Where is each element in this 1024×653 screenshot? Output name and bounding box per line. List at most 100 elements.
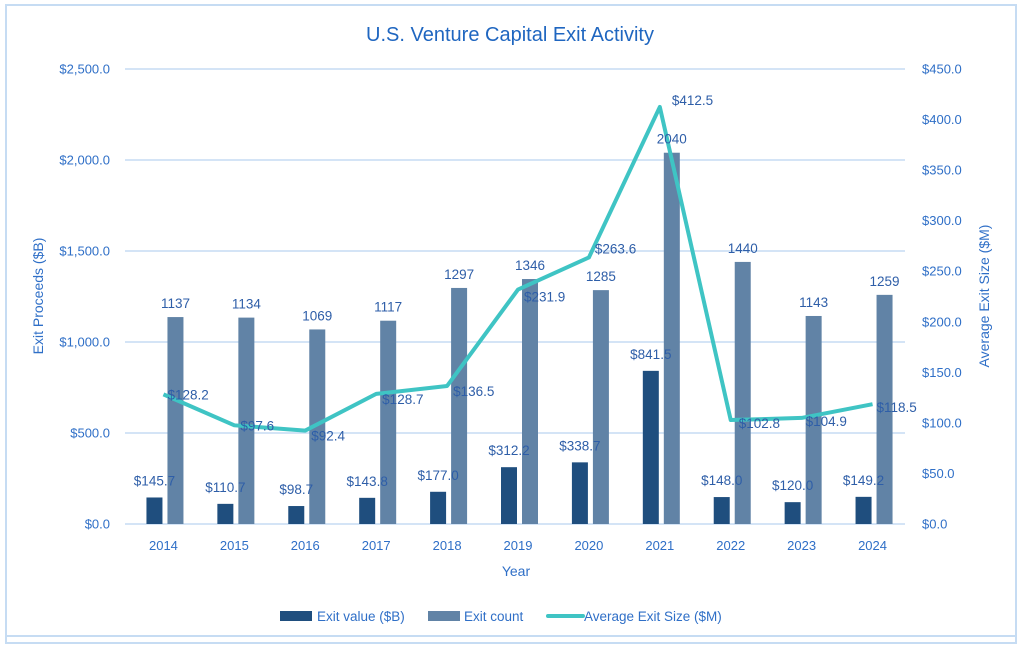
label-avg-exit-size: $102.8 xyxy=(739,416,780,431)
bar-exit-value xyxy=(855,496,872,524)
bar-exit-value xyxy=(784,502,801,524)
label-exit-value: $110.7 xyxy=(205,480,245,495)
bar-exit-value xyxy=(217,503,234,524)
y-tick-label: $0.0 xyxy=(85,517,110,532)
label-exit-value: $145.7 xyxy=(134,473,175,488)
y2-tick-label: $350.0 xyxy=(922,163,962,178)
label-avg-exit-size: $263.6 xyxy=(595,241,636,256)
label-exit-count: 1440 xyxy=(728,241,758,256)
bar-exit-value xyxy=(713,497,730,524)
x-tick-label: 2020 xyxy=(574,538,603,553)
y2-tick-label: $0.0 xyxy=(922,517,947,532)
label-exit-count: 1143 xyxy=(799,295,828,310)
bar-exit-count xyxy=(592,290,609,524)
y-tick-label: $1,000.0 xyxy=(59,335,110,350)
label-exit-value: $338.7 xyxy=(559,438,600,453)
x-tick-label: 2018 xyxy=(433,538,462,553)
legend: Exit value ($B) Exit count Average Exit … xyxy=(280,609,722,624)
label-exit-value: $312.2 xyxy=(488,443,529,458)
label-avg-exit-size: $92.4 xyxy=(311,429,345,444)
bar-exit-count xyxy=(309,329,326,524)
chart-title: U.S. Venture Capital Exit Activity xyxy=(366,24,654,46)
bar-exit-value xyxy=(146,497,163,524)
label-avg-exit-size: $412.5 xyxy=(672,93,713,108)
x-tick-label: 2022 xyxy=(716,538,745,553)
bar-exit-value xyxy=(501,467,517,524)
left-axis-ticks: $0.0 $500.0 $1,000.0 $1,500.0 $2,000.0 $2,500… xyxy=(59,62,110,532)
x-tick-label: 2017 xyxy=(362,538,391,553)
label-exit-value: $149.2 xyxy=(843,473,884,488)
bar-exit-value xyxy=(642,370,659,524)
bar-exit-count xyxy=(380,320,397,524)
label-exit-count: 1137 xyxy=(161,296,190,311)
label-exit-count: 1259 xyxy=(870,274,900,289)
x-axis-label: Year xyxy=(502,563,531,579)
bar-exit-count xyxy=(238,317,255,524)
y2-tick-label: $200.0 xyxy=(922,314,962,329)
label-avg-exit-size: $104.9 xyxy=(806,414,847,429)
y-tick-label: $500.0 xyxy=(70,426,110,441)
y2-tick-label: $150.0 xyxy=(922,365,962,380)
x-tick-label: 2019 xyxy=(504,538,533,553)
x-tick-label: 2016 xyxy=(291,538,320,553)
label-exit-count: 1346 xyxy=(515,258,545,273)
label-exit-value: $177.0 xyxy=(417,468,458,483)
bar-exit-value xyxy=(571,462,588,524)
x-tick-label: 2014 xyxy=(149,538,178,553)
y-tick-label: $2,000.0 xyxy=(59,153,110,168)
label-avg-exit-size: $128.2 xyxy=(167,387,208,402)
bar-exit-count xyxy=(167,317,184,524)
label-avg-exit-size: $136.5 xyxy=(453,384,494,399)
x-tick-label: 2024 xyxy=(858,538,887,553)
label-exit-count: 1297 xyxy=(444,267,474,282)
y2-tick-label: $450.0 xyxy=(922,62,962,77)
gridlines xyxy=(125,68,905,525)
y2-tick-label: $50.0 xyxy=(922,466,955,481)
label-exit-value: $148.0 xyxy=(701,473,742,488)
label-exit-count: 1069 xyxy=(302,308,332,323)
y2-tick-label: $100.0 xyxy=(922,415,962,430)
bar-exit-count xyxy=(663,152,680,524)
label-exit-count: 1285 xyxy=(586,269,616,284)
legend-swatch-exit-value xyxy=(280,611,312,621)
x-tick-label: 2023 xyxy=(787,538,816,553)
legend-label-exit-value: Exit value ($B) xyxy=(317,609,405,624)
y-axis-label: Exit Proceeds ($B) xyxy=(30,238,46,355)
bar-exit-count xyxy=(805,315,822,524)
y2-tick-label: $300.0 xyxy=(922,213,962,228)
x-tick-label: 2015 xyxy=(220,538,249,553)
y-tick-label: $1,500.0 xyxy=(59,244,110,259)
label-exit-value: $841.5 xyxy=(630,347,671,362)
bar-exit-count xyxy=(522,279,538,524)
bars xyxy=(146,152,893,524)
x-axis-ticks: 2014 2015 2016 2017 2018 2019 2020 2021 2022 2023… xyxy=(149,538,887,553)
label-avg-exit-size: $128.7 xyxy=(382,392,423,407)
bar-exit-count xyxy=(876,294,893,524)
y-tick-label: $2,500.0 xyxy=(59,62,110,77)
legend-swatch-exit-count xyxy=(428,611,460,621)
data-labels: $145.7 1137 $128.2 $110.7 1134 $97.6 $98.7 1069… xyxy=(134,93,917,497)
label-exit-count: 1134 xyxy=(232,297,262,312)
legend-label-avg-exit-size: Average Exit Size ($M) xyxy=(584,609,722,624)
bar-exit-count xyxy=(734,261,751,524)
y2-tick-label: $400.0 xyxy=(922,112,962,127)
label-exit-count: 2040 xyxy=(657,132,687,147)
bar-exit-count xyxy=(451,287,468,524)
label-exit-count: 1117 xyxy=(374,300,402,315)
line-series xyxy=(162,104,873,433)
bar-exit-value xyxy=(288,506,305,524)
label-exit-value: $120.0 xyxy=(772,478,813,493)
label-exit-value: $143.8 xyxy=(347,474,388,489)
bar-exit-value xyxy=(430,491,447,524)
y2-axis-label: Average Exit Size ($M) xyxy=(976,225,992,368)
x-tick-label: 2021 xyxy=(645,538,674,553)
right-axis-ticks: $0.0 $50.0 $100.0 $150.0 $200.0 $250.0 $300.0 $… xyxy=(922,62,962,532)
label-exit-value: $98.7 xyxy=(279,482,313,497)
label-avg-exit-size: $97.6 xyxy=(240,418,274,433)
bar-exit-value xyxy=(359,497,376,524)
y2-tick-label: $250.0 xyxy=(922,264,962,279)
label-avg-exit-size: $231.9 xyxy=(524,290,565,305)
label-avg-exit-size: $118.5 xyxy=(877,400,917,415)
legend-label-exit-count: Exit count xyxy=(464,609,524,624)
